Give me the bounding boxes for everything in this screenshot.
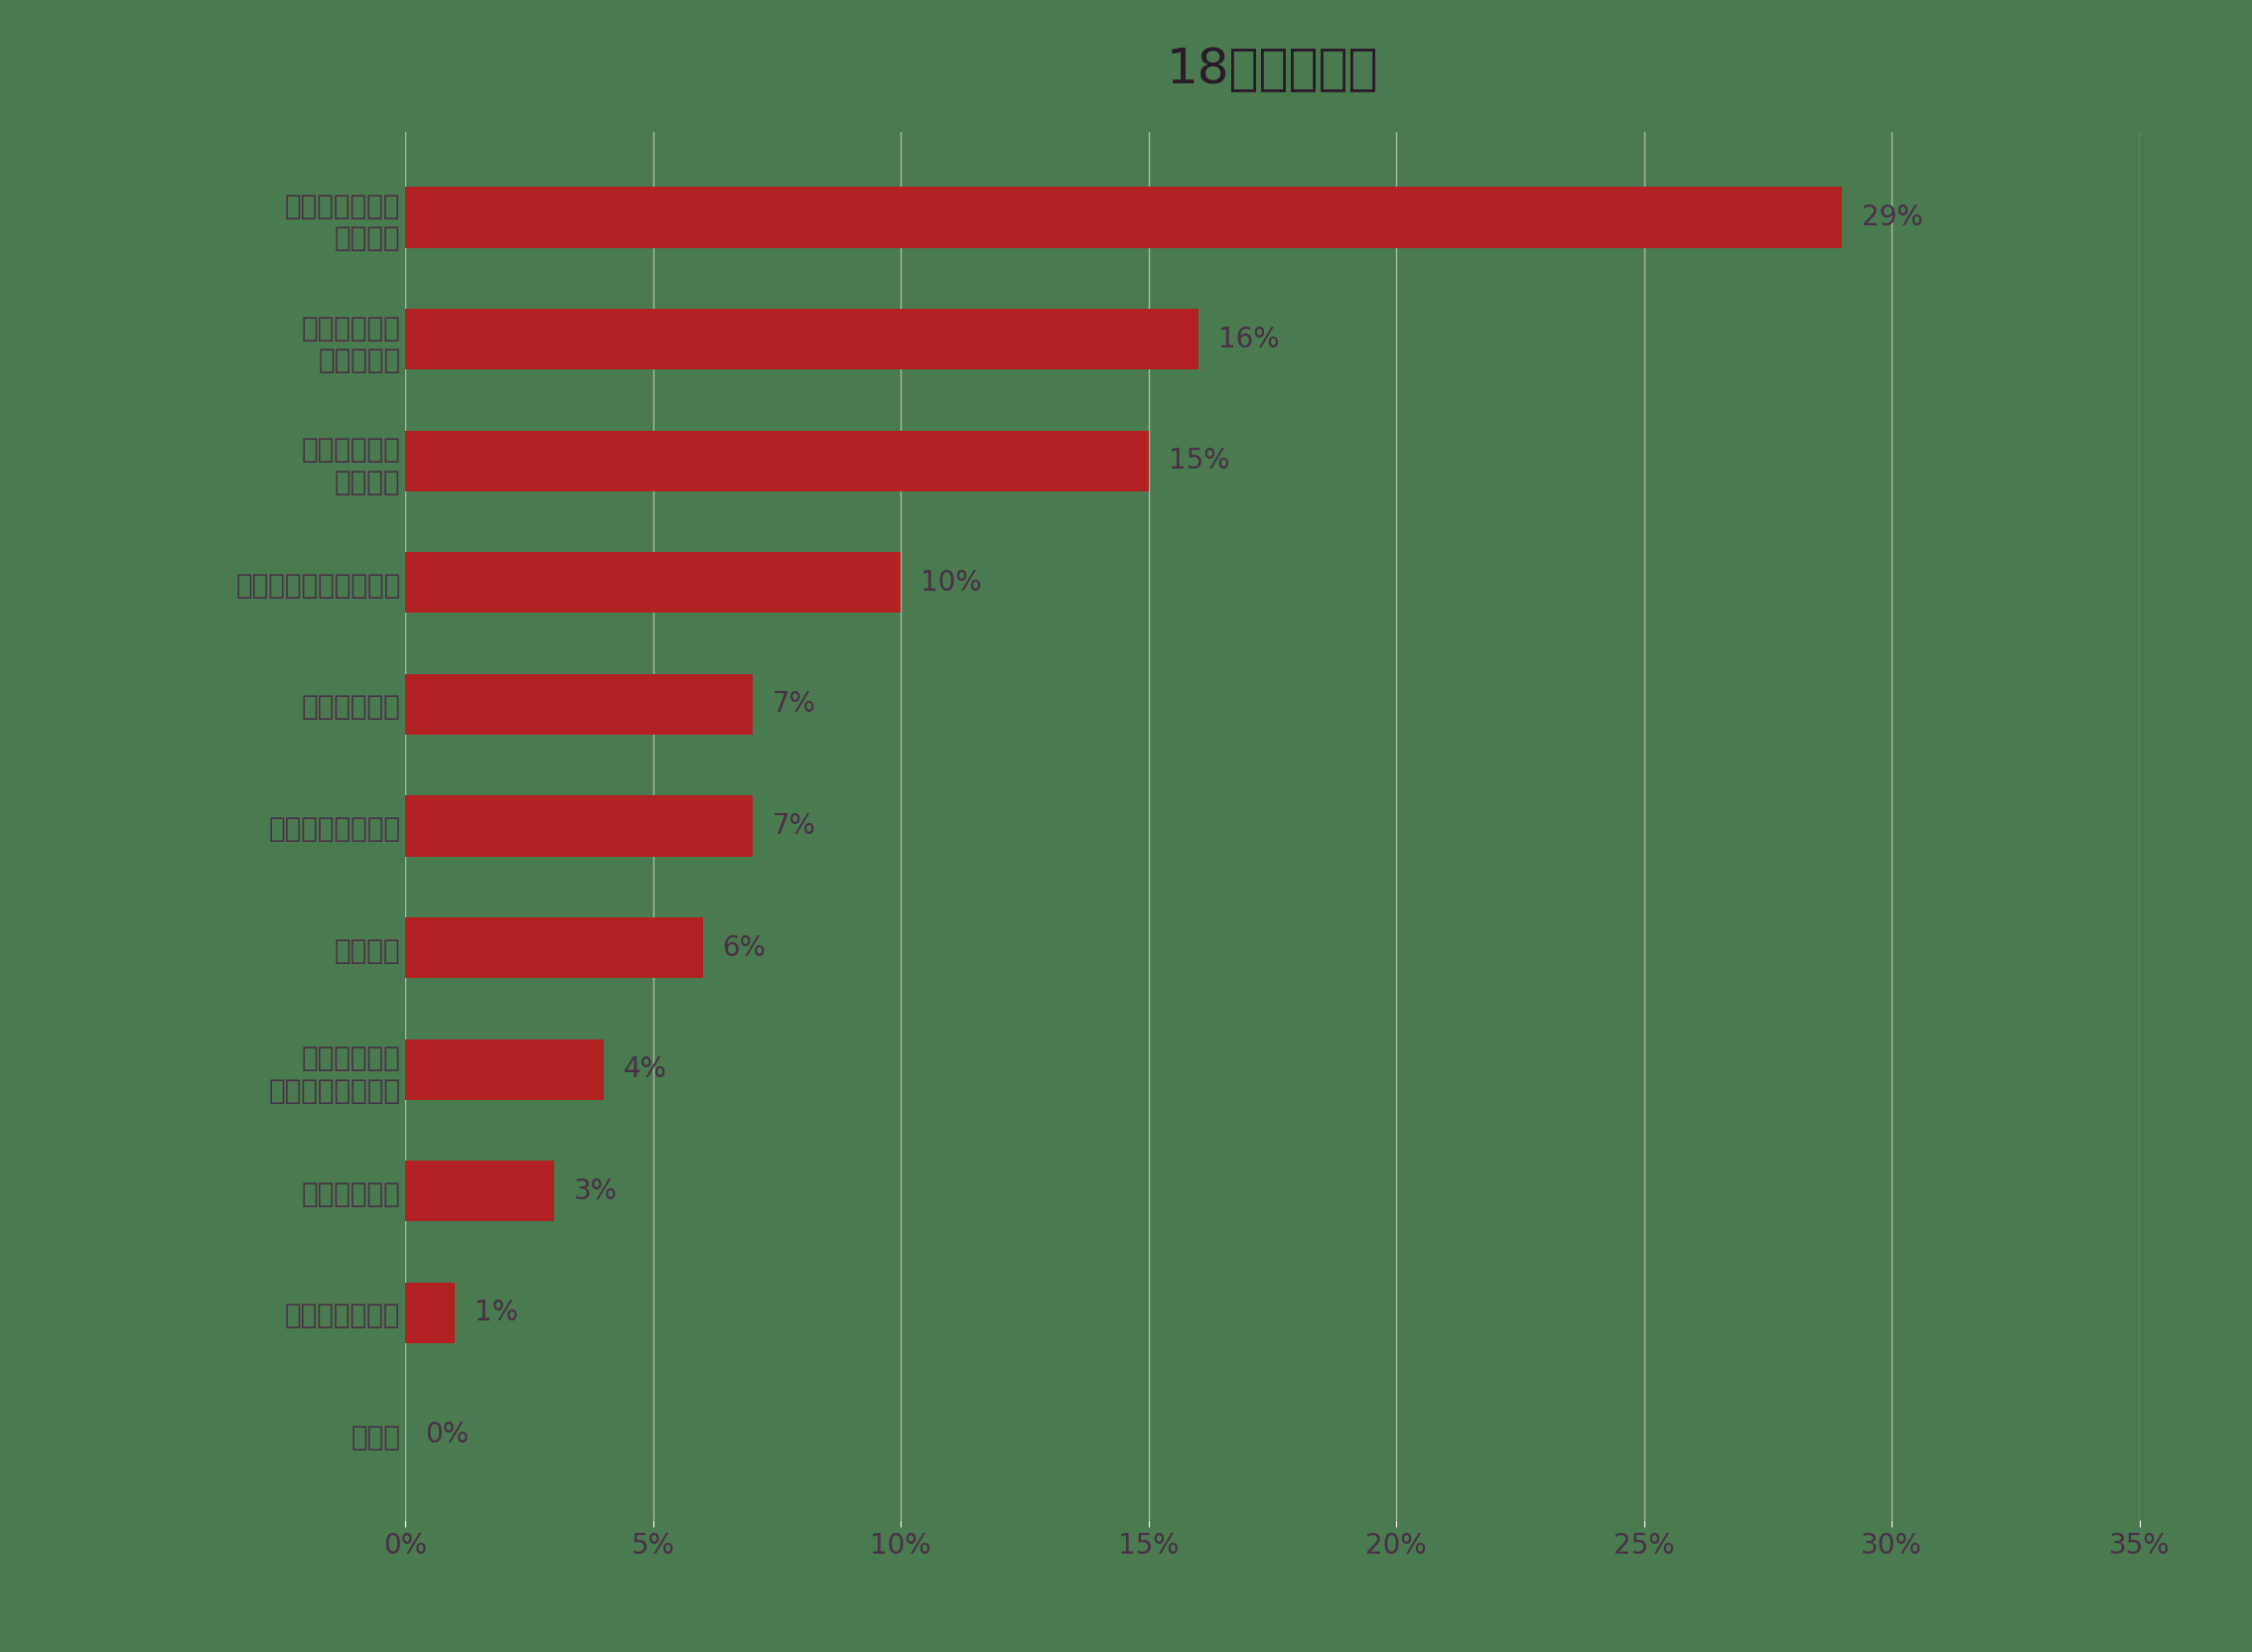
Text: 16%: 16% bbox=[1218, 325, 1279, 354]
Text: 6%: 6% bbox=[723, 933, 766, 961]
Bar bbox=[405, 1161, 554, 1221]
Bar bbox=[405, 1039, 604, 1100]
Text: 10%: 10% bbox=[921, 568, 982, 596]
Text: 7%: 7% bbox=[772, 691, 815, 719]
Bar bbox=[405, 1282, 455, 1343]
Bar bbox=[405, 431, 1149, 491]
Text: 4%: 4% bbox=[624, 1056, 667, 1084]
Bar bbox=[405, 552, 901, 613]
Bar bbox=[405, 796, 752, 856]
Text: 3%: 3% bbox=[574, 1178, 617, 1204]
Text: 0%: 0% bbox=[426, 1421, 468, 1449]
Bar bbox=[405, 674, 752, 735]
Text: 29%: 29% bbox=[1862, 203, 1923, 231]
Text: 15%: 15% bbox=[1169, 448, 1230, 474]
Text: 1%: 1% bbox=[475, 1298, 518, 1327]
Bar bbox=[405, 917, 703, 978]
Bar bbox=[405, 309, 1198, 370]
Title: 18歳（高卒）: 18歳（高卒） bbox=[1167, 46, 1378, 94]
Bar bbox=[405, 187, 1842, 248]
Text: 7%: 7% bbox=[772, 813, 815, 839]
